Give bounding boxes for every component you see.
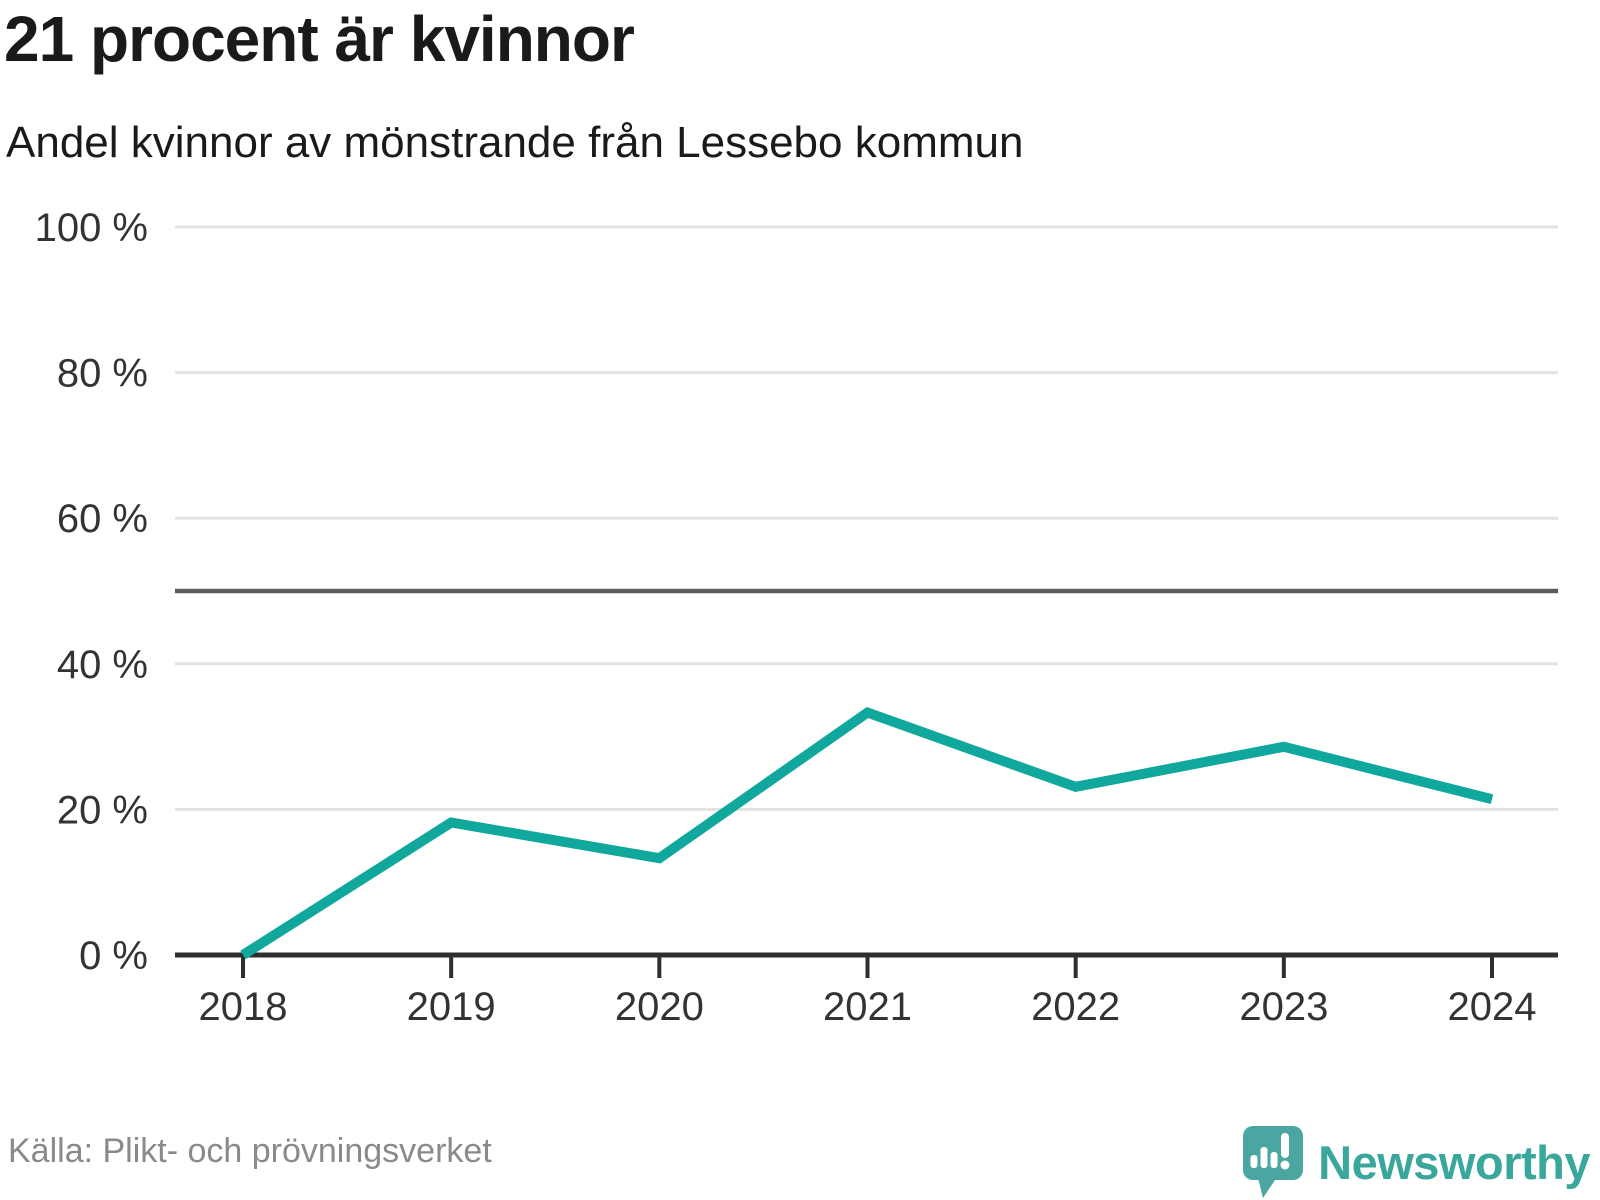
- logo-bar-3: [1270, 1152, 1278, 1168]
- chart-subtitle: Andel kvinnor av mönstrande från Lessebo…: [6, 118, 1024, 167]
- y-tick-label-100: 100 %: [35, 206, 148, 250]
- newsworthy-logo-icon: [1243, 1126, 1304, 1198]
- x-tick-label-2024: 2024: [1448, 985, 1537, 1029]
- x-tick-label-2018: 2018: [199, 985, 288, 1029]
- logo-bar-1: [1250, 1155, 1258, 1168]
- chart-title: 21 procent är kvinnor: [4, 3, 635, 75]
- logo-exclamation-dot: [1280, 1160, 1290, 1170]
- x-tick-label-2022: 2022: [1031, 985, 1120, 1029]
- y-tick-label-80: 80 %: [57, 352, 148, 396]
- y-tick-label-0: 0 %: [79, 934, 148, 978]
- y-tick-label-20: 20 %: [57, 788, 148, 832]
- x-tick-label-2019: 2019: [407, 985, 496, 1029]
- newsworthy-logo: Newsworthy: [1241, 1124, 1590, 1200]
- x-tick-label-2023: 2023: [1239, 985, 1328, 1029]
- newsworthy-logo-text: Newsworthy: [1318, 1135, 1590, 1189]
- logo-bar-2: [1260, 1147, 1268, 1168]
- y-tick-label-60: 60 %: [57, 497, 148, 541]
- source-note: Källa: Plikt- och prövningsverket: [8, 1132, 492, 1170]
- data-line: [240, 706, 1494, 960]
- y-tick-label-40: 40 %: [57, 643, 148, 687]
- x-tick-label-2021: 2021: [823, 985, 912, 1029]
- x-tick-label-2020: 2020: [615, 985, 704, 1029]
- logo-exclamation-bar: [1281, 1133, 1290, 1158]
